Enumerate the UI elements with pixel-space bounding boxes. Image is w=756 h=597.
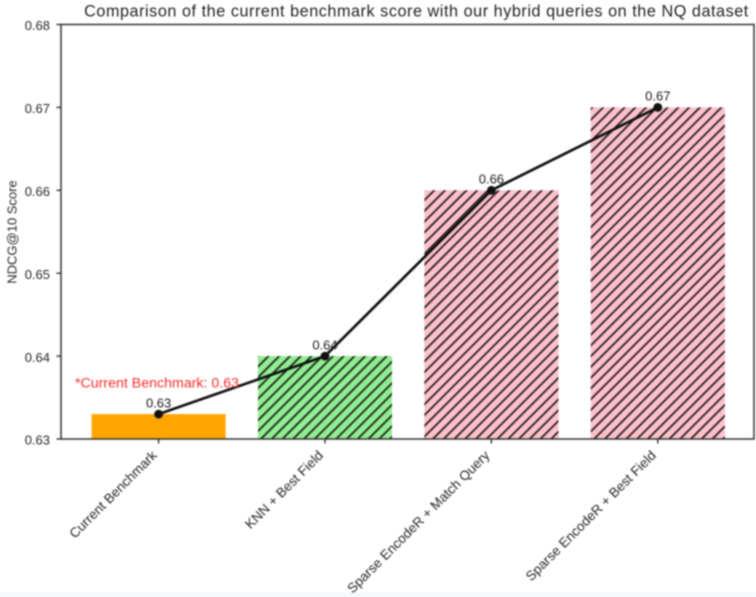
svg-text:0.66: 0.66	[25, 184, 50, 199]
svg-text:0.67: 0.67	[645, 89, 670, 104]
svg-text:*Current Benchmark: 0.63: *Current Benchmark: 0.63	[75, 376, 239, 392]
svg-text:0.64: 0.64	[312, 337, 337, 352]
svg-text:0.64: 0.64	[25, 350, 50, 365]
svg-text:0.63: 0.63	[146, 395, 171, 410]
svg-text:0.65: 0.65	[25, 267, 50, 282]
svg-text:0.63: 0.63	[25, 433, 50, 448]
svg-text:0.67: 0.67	[25, 101, 50, 116]
svg-text:0.68: 0.68	[25, 18, 50, 33]
svg-text:Comparison of the current benc: Comparison of the current benchmark scor…	[84, 3, 749, 21]
svg-text:NDCG@10 Score: NDCG@10 Score	[5, 180, 20, 284]
svg-text:0.66: 0.66	[479, 172, 504, 187]
